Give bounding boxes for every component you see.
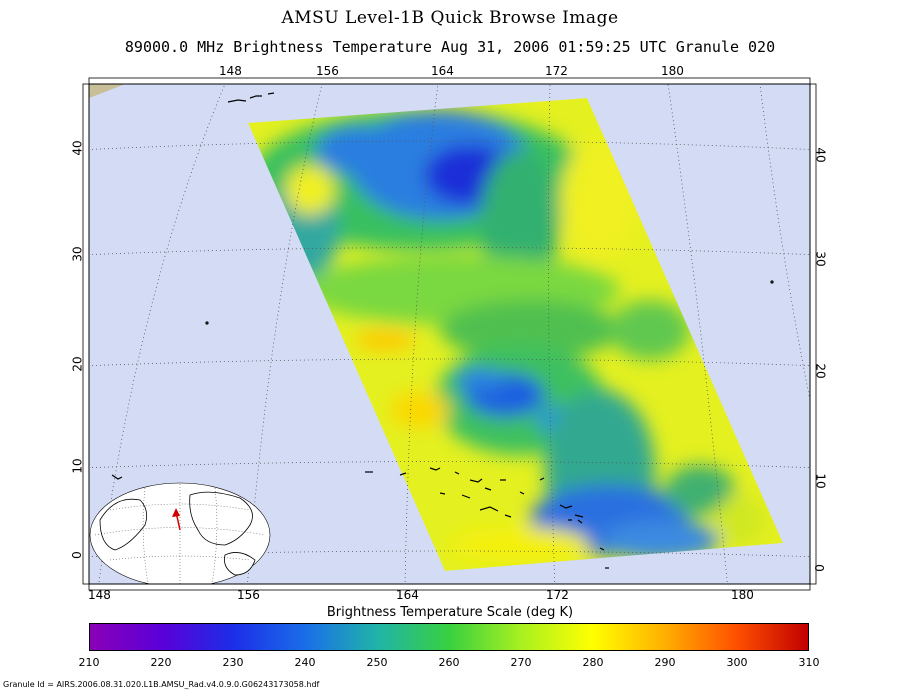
top-lon-label: 164 <box>431 64 454 78</box>
top-lon-label: 156 <box>316 64 339 78</box>
map-border-bottom <box>88 583 811 591</box>
color-scale-bar <box>89 623 809 651</box>
left-lat-label: 30 <box>70 246 85 262</box>
bottom-lon-label: 164 <box>396 588 419 602</box>
scale-tick-label: 260 <box>438 656 460 669</box>
map-border-top <box>88 77 811 85</box>
right-lat-label: 10 <box>813 473 828 489</box>
land-mass <box>89 84 125 98</box>
scale-tick-label: 270 <box>510 656 532 669</box>
bottom-lon-label: 156 <box>237 588 260 602</box>
swath-image <box>248 98 783 571</box>
top-lon-label: 180 <box>661 64 684 78</box>
right-lat-label: 40 <box>813 147 828 163</box>
map-border-left <box>82 83 90 585</box>
scale-tick-label: 280 <box>582 656 604 669</box>
bottom-lon-label: 180 <box>731 588 754 602</box>
top-lon-label: 148 <box>219 64 242 78</box>
scale-tick-label: 210 <box>78 656 100 669</box>
island-coastlines <box>111 92 774 569</box>
right-lat-label: 0 <box>811 564 826 572</box>
longitude-lines <box>98 84 810 584</box>
right-lat-label: 30 <box>813 251 828 267</box>
left-lat-label: 20 <box>70 356 85 372</box>
bottom-lon-label: 172 <box>546 588 569 602</box>
right-lat-label: 20 <box>813 363 828 379</box>
scale-tick-label: 310 <box>798 656 820 669</box>
left-lat-label: 10 <box>70 458 85 474</box>
scale-tick-label: 250 <box>366 656 388 669</box>
map-border-right <box>809 83 817 585</box>
bottom-lon-label: 148 <box>88 588 111 602</box>
scale-tick-label: 230 <box>222 656 244 669</box>
granule-id: Granule Id = AIRS.2006.08.31.020.L1B.AMS… <box>3 680 320 689</box>
scale-tick-label: 290 <box>654 656 676 669</box>
scale-tick-label: 220 <box>150 656 172 669</box>
scale-title: Brightness Temperature Scale (deg K) <box>326 605 574 620</box>
scale-tick-label: 240 <box>294 656 316 669</box>
scale-tick-label: 300 <box>726 656 748 669</box>
left-lat-label: 40 <box>70 140 85 156</box>
location-arrow-head <box>172 508 180 517</box>
page-title: AMSU Level-1B Quick Browse Image <box>281 8 619 28</box>
globe-inset <box>89 482 271 584</box>
page-subtitle: 89000.0 MHz Brightness Temperature Aug 3… <box>124 38 776 56</box>
left-lat-label: 0 <box>69 551 84 559</box>
top-lon-label: 172 <box>545 64 568 78</box>
